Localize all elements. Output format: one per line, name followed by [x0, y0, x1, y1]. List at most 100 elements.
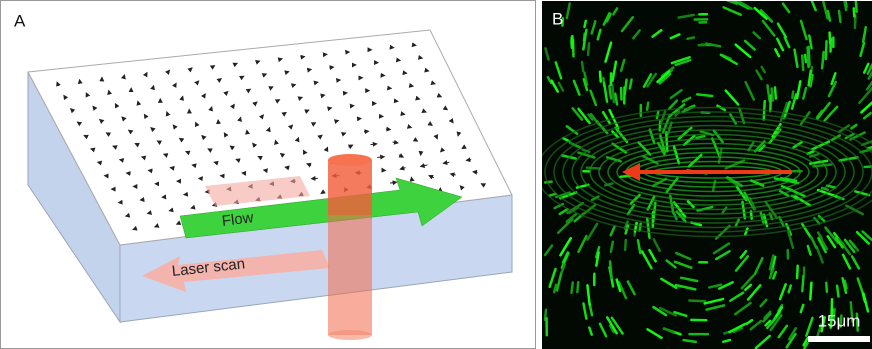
vector-arrow: [271, 87, 273, 88]
vector-arrow: [169, 210, 171, 211]
streak: [577, 282, 578, 292]
streak: [640, 224, 641, 231]
vector-arrow: [106, 133, 107, 134]
streak: [582, 62, 583, 71]
streak: [697, 94, 712, 96]
streak: [550, 194, 556, 196]
vector-arrow: [191, 68, 192, 69]
laser-beam-cap: [328, 154, 372, 166]
vector-arrow: [202, 136, 203, 137]
streak: [808, 47, 809, 66]
vector-arrow: [186, 152, 188, 153]
vector-arrow: [262, 115, 263, 116]
vector-arrow: [242, 76, 243, 77]
streak: [855, 0, 856, 12]
vector-arrow: [264, 170, 268, 171]
vector-arrow: [258, 61, 260, 62]
vector-arrow: [236, 63, 237, 64]
panel-label: A: [14, 11, 26, 30]
vector-arrow: [213, 66, 214, 67]
streak: [826, 283, 827, 292]
vector-arrow: [205, 94, 206, 95]
streak: [837, 286, 838, 297]
vector-arrow: [84, 135, 85, 136]
vector-arrow: [64, 95, 65, 96]
streak: [687, 37, 693, 38]
streak: [587, 168, 600, 169]
vector-arrow: [151, 128, 152, 129]
vector-arrow: [122, 117, 123, 118]
streak: [810, 283, 811, 300]
vector-arrow: [298, 138, 299, 140]
vector-arrow: [133, 229, 135, 230]
vector-arrow: [287, 72, 289, 73]
panel-a: Flow Laser scan A: [1, 1, 536, 349]
vector-arrow: [180, 138, 181, 139]
streak: [612, 85, 614, 102]
vector-arrow: [164, 154, 166, 155]
vector-arrow: [402, 114, 405, 115]
vector-arrow: [371, 144, 377, 145]
laser-beam-top: [328, 160, 372, 215]
vector-arrow: [71, 109, 72, 110]
vector-arrow: [300, 97, 302, 98]
figure: Flow Laser scan A 15μm B: [0, 0, 872, 349]
vector-arrow: [91, 149, 93, 150]
streak: [647, 103, 648, 110]
scale-bar-label: 15μm: [818, 311, 861, 330]
panel-b: 15μm B: [536, 0, 872, 349]
vector-arrow: [155, 226, 157, 227]
streak: [802, 275, 803, 291]
vector-arrow: [144, 114, 145, 115]
vector-arrow: [214, 162, 216, 163]
vector-arrow: [129, 130, 130, 131]
vector-arrow: [220, 79, 221, 80]
streak: [610, 262, 612, 279]
vector-arrow: [135, 144, 137, 145]
streak: [630, 80, 632, 89]
vector-arrow: [473, 172, 477, 173]
streak: [696, 136, 704, 138]
vector-arrow: [265, 74, 267, 75]
vector-arrow: [293, 85, 295, 86]
vector-arrow: [417, 98, 419, 99]
streak: [839, 11, 840, 22]
streak: [554, 285, 556, 292]
vector-arrow: [113, 146, 115, 147]
streak: [822, 52, 824, 68]
vector-arrow: [224, 133, 225, 134]
vector-arrow: [249, 89, 250, 90]
streak: [684, 340, 696, 342]
vector-arrow: [100, 120, 101, 121]
vector-arrow: [411, 177, 412, 180]
scale-bar: [808, 336, 870, 342]
vector-arrow: [177, 223, 179, 224]
streak: [600, 72, 601, 82]
streak: [797, 266, 798, 278]
vector-arrow: [157, 141, 158, 142]
vector-arrow: [227, 92, 228, 93]
vector-arrow: [176, 83, 177, 84]
streak: [571, 283, 572, 293]
streak: [585, 21, 586, 27]
vector-arrow: [77, 122, 78, 123]
streak: [588, 43, 589, 55]
laser-beam-base: [328, 330, 372, 340]
vector-arrow: [322, 95, 324, 96]
vector-arrow: [142, 157, 144, 158]
vector-arrow: [433, 83, 435, 84]
streak: [826, 41, 827, 59]
vector-arrow: [198, 81, 199, 82]
vector-arrow: [173, 125, 174, 126]
vector-arrow: [329, 108, 332, 109]
streak: [775, 88, 776, 99]
streak: [802, 56, 803, 70]
streak: [792, 92, 793, 98]
vector-arrow: [169, 70, 170, 71]
streak: [625, 240, 626, 250]
streak: [609, 86, 611, 98]
panel-label: B: [552, 9, 563, 28]
streak: [689, 301, 705, 302]
vector-arrow: [191, 208, 193, 209]
streak: [805, 55, 806, 62]
